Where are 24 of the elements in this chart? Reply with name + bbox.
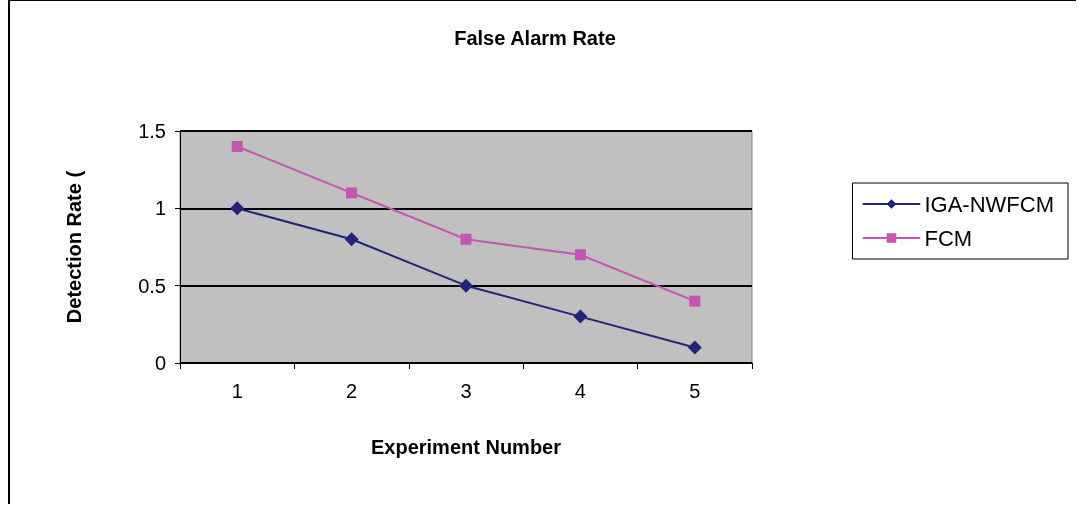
point <box>346 187 358 199</box>
y-tick-label: 1 <box>154 197 166 220</box>
x-tick-label: 2 <box>346 380 358 402</box>
point <box>460 233 472 245</box>
legend-label: FCM <box>924 225 973 251</box>
point <box>231 140 243 152</box>
x-tick-label: 4 <box>574 380 586 402</box>
y-tick-label: 1.5 <box>138 120 166 142</box>
point <box>689 295 701 307</box>
point <box>230 201 245 216</box>
point <box>344 232 359 247</box>
y-axis-title: Detection Rate ( <box>63 170 85 324</box>
y-tick-label: 0 <box>154 352 166 374</box>
x-tick-label: 1 <box>231 380 243 402</box>
x-tick-label: 5 <box>689 380 701 402</box>
y-tick-label: 0.5 <box>138 274 166 297</box>
point <box>573 309 588 324</box>
point <box>574 249 586 261</box>
x-axis-title: Experiment Number <box>370 436 562 458</box>
chart-title: False Alarm Rate <box>454 27 616 49</box>
legend-label: IGA-NWFCM <box>924 191 1054 217</box>
point <box>459 278 473 293</box>
point <box>687 340 702 355</box>
x-tick-label: 3 <box>460 380 472 402</box>
